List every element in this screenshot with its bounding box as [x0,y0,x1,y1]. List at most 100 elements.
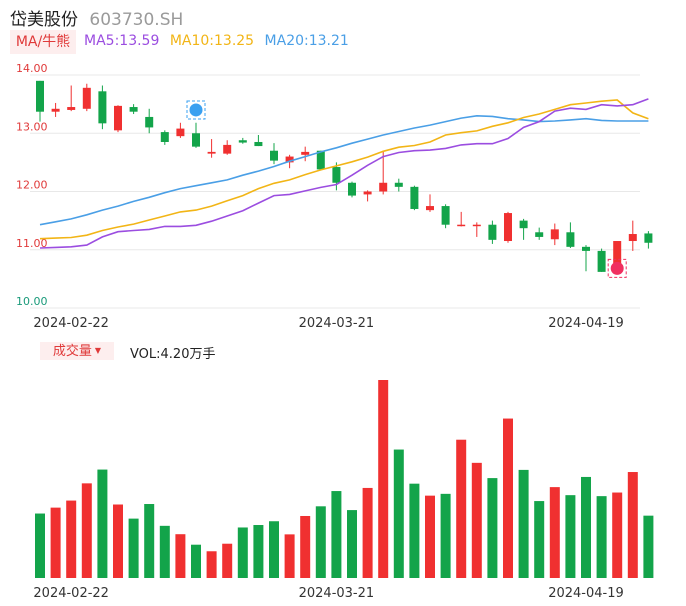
candle-body [207,151,216,154]
volume-bar [518,469,529,578]
candle-body [535,232,544,237]
volume-bar [191,544,201,578]
candle-body [363,191,372,195]
volume-x-tick-label: 2024-02-22 [33,586,109,601]
volume-bar [315,506,326,578]
candle-body [628,234,637,242]
volume-bar [128,518,139,578]
volume-bar [425,495,435,578]
y-tick-label: 12.00 [16,179,48,192]
candle-body [51,108,60,112]
stock-name: 岱美股份 [10,10,78,30]
volume-bar [81,483,92,578]
candle-body [582,246,590,251]
marker-frame [607,258,627,278]
candle-body [285,156,294,163]
candle-body [441,206,450,225]
volume-bar [206,551,217,578]
candle-body [270,150,278,161]
volume-bar [393,449,404,578]
candle-body [613,241,622,265]
candle-body [254,141,263,147]
price-chart: 14.00 13.00 12.00 11.00 10.00 2024-02-22 2024-… [16,62,653,330]
volume-bar [159,525,170,578]
candle-body [82,87,91,109]
marker-dot [610,261,624,275]
candle-body [457,224,466,227]
y-tick-label: 11.00 [16,237,48,250]
volume-bar [253,525,264,578]
volume-bar [284,534,295,578]
candle-body [223,144,232,154]
candle-body [394,182,403,187]
y-tick-label: 14.00 [16,62,48,75]
volume-indicator-tab[interactable]: 成交量 ▼ [40,342,114,360]
volume-bar [549,487,560,578]
volume-bar [50,507,61,578]
candle-body [519,220,528,229]
y-tick-label: 13.00 [16,120,48,133]
candle-body [114,105,122,131]
candle-body [488,224,497,240]
volume-bar [503,418,513,578]
caret-down-icon: ▼ [94,346,102,355]
candle-body [192,133,200,147]
volume-bar [237,527,248,578]
ma5-line [39,98,649,249]
price-x-tick-label: 2024-02-22 [33,316,109,330]
candle-body [301,151,310,155]
stock-title: 岱美股份 603730.SH [10,5,183,30]
volume-x-tick-label: 2024-03-21 [299,586,375,601]
volume-bar [175,534,186,578]
volume-bar [35,513,45,578]
volume-bar [378,380,389,578]
volume-value: VOL:4.20万手 [130,347,216,362]
marker-dot [189,103,203,117]
volume-x-tick-label: 2024-04-19 [548,586,624,601]
bull-marker-icon [607,258,627,278]
volume-bar [627,472,638,578]
ma-indicator-tab[interactable]: MA/牛熊 [10,30,76,54]
volume-bar [331,491,342,578]
volume-bar [347,510,357,578]
ma-values: MA5:13.59 MA10:13.25 MA20:13.21 [84,33,355,49]
volume-bar [269,521,279,578]
volume-bar [144,504,155,578]
candle-body [316,150,325,170]
volume-tab-label: 成交量 [52,344,92,359]
ma20-line [39,114,649,226]
candle-body [644,233,653,243]
ma20-value: MA20:13.21 [264,33,349,49]
volume-bar [66,500,77,578]
candle-body [332,167,341,183]
volume-bar [643,515,654,578]
candle-body [145,116,154,128]
volume-bar [362,487,373,578]
volume-bar [487,478,498,578]
candle-body [176,128,185,137]
volume-bar [534,501,545,578]
candle-body [597,250,606,272]
volume-bar [97,469,108,578]
candle-body [67,107,76,110]
volume-bar [409,483,420,578]
candle-body [129,107,138,112]
candle-body [550,229,559,240]
candle-body [504,213,512,242]
marker-frame [186,100,206,120]
price-x-tick-label: 2024-03-21 [299,316,375,330]
candle-body [160,132,169,142]
candle-body [566,232,575,247]
ma10-value: MA10:13.25 [169,33,255,49]
volume-bar [456,439,467,578]
candle-body [410,186,419,209]
ma10-line [39,99,649,240]
volume-bar [222,543,233,578]
ma5-value: MA5:13.59 [84,33,160,49]
volume-bar [300,515,311,578]
stock-code: 603730.SH [89,10,184,30]
candle-body [348,182,356,196]
volume-bar [565,495,576,578]
candle-body [472,224,481,227]
candle-body [379,182,388,192]
